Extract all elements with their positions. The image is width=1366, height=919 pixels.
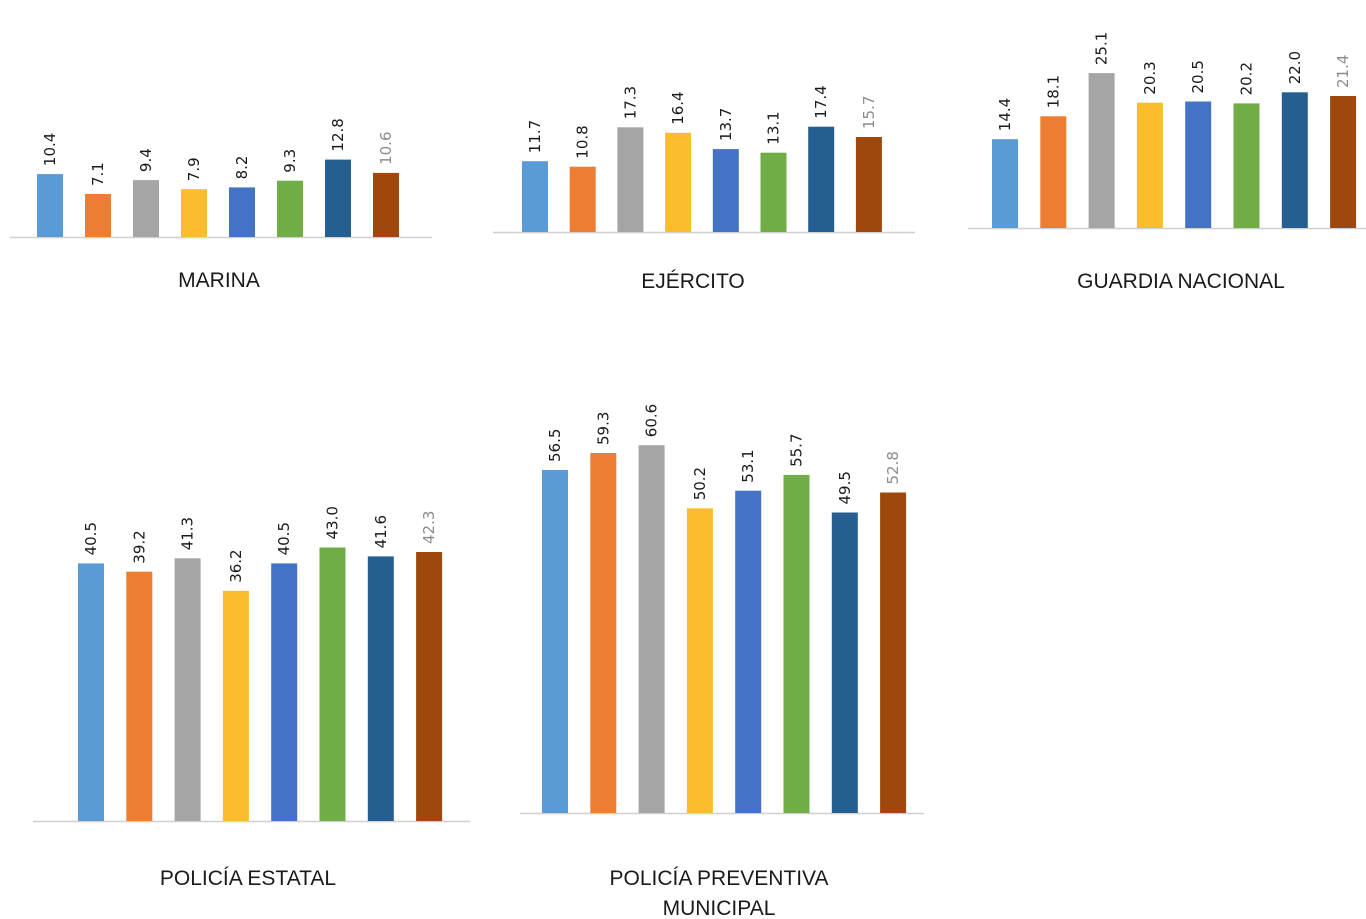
data-label: 55.7 [788,433,806,466]
data-label: 21.4 [1334,55,1352,88]
bar [325,159,351,237]
data-label: 49.5 [836,471,854,504]
chart-title: GUARDIA NACIONAL [1077,270,1285,293]
bar [1040,116,1067,228]
bar [522,161,548,232]
bar [78,563,104,821]
data-label: 40.5 [275,522,293,555]
bar [686,508,713,813]
data-label: 15.7 [860,96,878,129]
bar [133,180,159,237]
data-label: 20.5 [1189,60,1207,93]
bar [808,126,835,232]
charts-group: 10.4 7.1 9.4 7.9 8.2 9.3 12.8 10.6 MARINA 11.7 10.… [10,32,1366,919]
bar [735,490,762,813]
data-label: 22.0 [1286,51,1304,84]
data-label: 59.3 [594,412,612,445]
chart-panel: 10.4 7.1 9.4 7.9 8.2 9.3 12.8 10.6 MARINA [10,118,432,292]
bar [712,149,739,232]
data-label: 25.1 [1093,32,1111,65]
data-label: 43.0 [324,506,342,539]
data-label: 60.6 [643,404,661,437]
bar [638,445,665,813]
bar [416,552,443,821]
bar [992,139,1018,228]
data-label: 17.3 [621,86,639,119]
bar [617,127,644,232]
data-label: 41.3 [179,517,197,550]
chart-title-line2: MUNICIPAL [663,897,776,919]
bar [1281,92,1308,228]
bar [1088,73,1115,228]
bar [37,174,63,237]
data-label: 40.5 [82,522,100,555]
bar [542,470,568,813]
bar [783,474,810,813]
bar [760,152,787,232]
data-label: 14.4 [996,98,1014,131]
chart-panel: 14.4 18.1 25.1 20.3 20.5 20.2 22.0 21.4 GUARDIA … [968,32,1366,293]
bar [569,166,596,232]
data-label: 18.1 [1044,75,1062,108]
data-label: 50.2 [691,467,709,500]
bar [831,512,858,813]
bar [373,172,399,237]
data-label: 12.8 [329,118,347,151]
bar [174,558,201,821]
bar [367,556,394,821]
bar [222,590,249,821]
data-label: 13.1 [765,111,783,144]
bar [126,571,153,821]
bar [1136,102,1163,228]
data-label: 7.1 [89,162,107,186]
chart-panel: 56.5 59.3 60.6 50.2 53.1 55.7 49.5 52.8 POLICÍA … [520,404,924,919]
data-label: 36.2 [227,549,245,582]
chart-title: EJÉRCITO [641,270,744,293]
bar [590,453,617,813]
data-label: 20.2 [1238,62,1256,95]
data-label: 56.5 [546,429,564,462]
data-label: 9.4 [137,148,155,172]
chart-title: MARINA [178,269,260,292]
bar [1330,96,1357,228]
bar [181,189,207,237]
data-label: 11.7 [526,120,544,153]
data-label: 13.7 [717,108,735,141]
data-label: 41.6 [372,515,390,548]
data-label: 53.1 [739,449,757,482]
chart-title: POLICÍA PREVENTIVA [609,867,828,890]
bar [880,492,907,813]
bar [319,547,346,821]
data-label: 8.2 [233,156,251,180]
data-label: 20.3 [1141,61,1159,94]
data-label: 52.8 [884,451,902,484]
bar [277,180,303,237]
bar [85,194,111,237]
data-label: 10.8 [574,125,592,158]
data-label: 10.4 [41,133,59,166]
data-label: 17.4 [812,85,830,118]
chart-title: POLICÍA ESTATAL [160,867,336,890]
data-label: 10.6 [377,131,395,164]
bar [271,563,298,821]
data-label: 7.9 [185,157,203,181]
data-label: 16.4 [669,91,687,124]
data-label: 42.3 [420,511,438,544]
bar [665,132,692,232]
chart-panel: 40.5 39.2 41.3 36.2 40.5 43.0 41.6 42.3 POLICÍA … [33,506,470,890]
bar [1233,103,1260,228]
bar [1185,101,1212,228]
bar [855,137,882,232]
data-label: 39.2 [130,530,148,563]
bar [229,187,255,237]
chart-panel: 11.7 10.8 17.3 16.4 13.7 13.1 17.4 15.7 EJÉRCITO [493,85,915,293]
data-label: 9.3 [281,149,299,173]
